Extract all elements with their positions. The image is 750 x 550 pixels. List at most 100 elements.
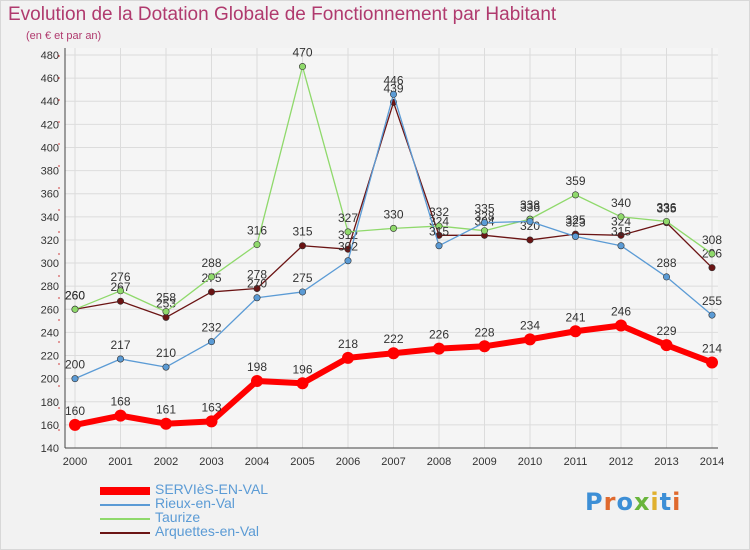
data-label: 308 — [702, 233, 722, 247]
data-label: 470 — [292, 46, 312, 60]
y-tick-label: 220 — [41, 351, 59, 363]
data-point — [205, 415, 218, 428]
data-point — [708, 311, 716, 319]
data-label: 210 — [156, 346, 176, 360]
data-label: 260 — [65, 288, 85, 302]
data-label: 359 — [565, 174, 585, 188]
data-point — [253, 284, 261, 292]
data-label: 336 — [520, 200, 540, 214]
legend-item: Rieux-en-Val — [100, 495, 400, 512]
y-tick-label: 360 — [41, 189, 59, 201]
data-label: 270 — [247, 277, 267, 291]
data-label: 330 — [383, 207, 403, 221]
data-label: 315 — [611, 225, 631, 239]
data-point — [208, 338, 216, 346]
y-tick-label: 340 — [41, 212, 59, 224]
data-label: 226 — [429, 328, 449, 342]
data-label: 323 — [565, 215, 585, 229]
legend-label: Arquettes-en-Val — [155, 523, 260, 539]
data-label: 161 — [156, 403, 176, 417]
data-label: 302 — [338, 240, 358, 254]
data-label: 278 — [247, 267, 267, 281]
data-point — [617, 242, 625, 250]
data-point — [117, 287, 125, 295]
y-tick-label: 300 — [41, 258, 59, 270]
data-label: 218 — [338, 337, 358, 351]
data-point — [253, 241, 261, 249]
data-label: 338 — [520, 198, 540, 212]
legend-item: SERVIèS-EN-VAL — [100, 481, 400, 498]
legend-label: SERVIèS-EN-VAL — [155, 481, 269, 497]
data-label: 335 — [656, 202, 676, 216]
data-point — [662, 217, 670, 225]
data-label: 163 — [201, 400, 221, 414]
y-tick-label: 460 — [41, 73, 59, 85]
data-point — [433, 342, 445, 355]
data-label: 200 — [65, 358, 85, 372]
legend-item: Arquettes-en-Val — [100, 523, 400, 540]
x-tick-label: 2000 — [63, 456, 87, 468]
data-label: 241 — [565, 310, 585, 324]
data-label: 332 — [429, 205, 449, 219]
data-label: 335 — [474, 202, 494, 216]
y-tick-label: 160 — [41, 420, 59, 432]
data-point — [162, 363, 170, 371]
data-point — [435, 242, 443, 250]
chart-title: Evolution de la Dotation Globale de Fonc… — [8, 4, 557, 25]
data-point — [435, 222, 443, 230]
y-tick-label: 420 — [41, 119, 59, 131]
data-label: 217 — [110, 338, 130, 352]
logo-letter: i — [672, 488, 682, 516]
data-point — [296, 377, 309, 390]
x-tick-label: 2013 — [654, 456, 678, 468]
y-tick-label: 480 — [41, 50, 59, 62]
logo-letter: i — [650, 488, 660, 516]
legend-swatch — [100, 518, 150, 520]
data-label: 258 — [156, 291, 176, 305]
y-tick-label: 260 — [41, 304, 59, 316]
data-point — [615, 319, 627, 332]
y-tick-label: 140 — [41, 443, 59, 455]
data-point — [660, 339, 673, 352]
data-point — [160, 417, 172, 430]
data-point — [480, 227, 488, 235]
data-point — [69, 418, 81, 431]
y-tick-label: 240 — [41, 327, 59, 339]
data-point — [526, 217, 534, 225]
data-point — [662, 273, 670, 281]
data-point — [389, 224, 397, 232]
data-label: 229 — [656, 324, 676, 338]
data-label: 222 — [383, 332, 403, 346]
y-tick-label: 180 — [41, 397, 59, 409]
data-point — [71, 375, 79, 383]
y-tick-label: 440 — [41, 96, 59, 108]
data-point — [71, 305, 79, 313]
data-point — [708, 250, 716, 258]
data-point — [251, 374, 263, 387]
data-point — [571, 191, 579, 199]
legend-swatch — [100, 532, 150, 534]
data-label: 340 — [611, 196, 631, 210]
y-tick-label: 400 — [41, 142, 59, 154]
data-point — [480, 219, 488, 227]
data-point — [617, 213, 625, 221]
y-tick-label: 280 — [41, 281, 59, 293]
data-label: 255 — [702, 294, 722, 308]
data-label: 198 — [247, 360, 267, 374]
data-label: 324 — [429, 214, 449, 228]
data-label: 327 — [338, 211, 358, 225]
proxiti-logo: Proxiti — [585, 488, 681, 516]
data-label: 267 — [110, 280, 130, 294]
logo-letter: t — [659, 488, 673, 516]
data-label: 320 — [520, 219, 540, 233]
logo-letter: P — [585, 488, 604, 516]
data-point — [253, 294, 261, 302]
data-point — [298, 242, 306, 250]
x-tick-label: 2014 — [700, 456, 724, 468]
data-label: 214 — [702, 341, 722, 355]
legend-label: Taurize — [155, 509, 201, 525]
legend-label: Rieux-en-Val — [155, 495, 235, 511]
data-label: 168 — [110, 395, 130, 409]
data-label: 446 — [383, 73, 403, 87]
